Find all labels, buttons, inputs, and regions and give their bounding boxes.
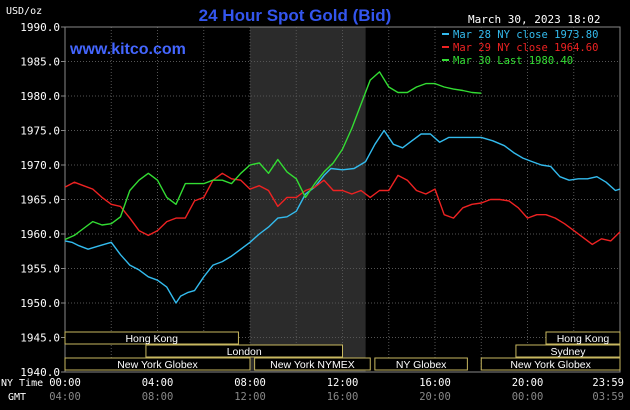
y-tick-label: 1955.0 <box>20 263 60 276</box>
market-session-bar <box>64 357 251 371</box>
legend-entry: Mar 29 NY close 1964.60 <box>453 42 598 54</box>
y-tick-label: 1990.0 <box>20 21 60 34</box>
chart-title: 24 Hour Spot Gold (Bid) <box>199 6 392 25</box>
market-session-label: Sydney <box>550 346 586 358</box>
market-session-bar <box>254 357 371 371</box>
series-line <box>64 71 482 241</box>
series-line <box>64 172 621 246</box>
ny-time-label: NY Time <box>1 378 43 389</box>
x-tick-label-ny: 00:00 <box>49 377 81 389</box>
x-tick-label-ny: 08:00 <box>234 377 266 389</box>
market-session-label: Hong Kong <box>125 333 178 345</box>
y-tick-label: 1960.0 <box>20 228 60 241</box>
y-tick-label: 1975.0 <box>20 125 60 138</box>
y-tick-label: 1965.0 <box>20 194 60 207</box>
y-tick-labels: 1990.0 1985.0 1980.0 1975.0 1970.0 1965.0 1960… <box>20 21 65 379</box>
market-session-label: NY Globex <box>396 359 447 371</box>
y-tick-label: 1985.0 <box>20 56 60 69</box>
y-tick-label: 1980.0 <box>20 90 60 103</box>
market-session-bar <box>515 344 621 358</box>
series-lines <box>64 71 621 304</box>
x-tick-label-gmt: 20:00 <box>419 391 451 403</box>
market-session-bar <box>145 344 343 358</box>
gmt-label: GMT <box>8 392 26 403</box>
x-axis: NY Time GMT 00:00 04:00 04:00 08:00 08:00 12:00… <box>1 377 624 403</box>
x-tick-label-gmt: 08:00 <box>142 391 174 403</box>
x-tick-label-ny: 16:00 <box>419 377 451 389</box>
market-session-label: New York Globex <box>510 359 591 371</box>
market-session-label: London <box>227 346 262 358</box>
units-label: USD/oz <box>6 6 42 17</box>
nymex-session-shade <box>250 27 366 372</box>
legend-entry: Mar 30 Last 1980.40 <box>453 55 573 67</box>
x-tick-label-gmt: 03:59 <box>592 391 624 403</box>
market-session-bar <box>480 357 621 371</box>
market-session-label: Hong Kong <box>557 333 610 345</box>
legend-entry: Mar 28 NY close 1973.80 <box>453 29 598 41</box>
x-tick-label-gmt: 16:00 <box>327 391 359 403</box>
x-tick-label-gmt: 12:00 <box>234 391 266 403</box>
x-tick-label-ny: 23:59 <box>592 377 624 389</box>
market-session-bar <box>545 331 621 345</box>
x-tick-label-ny: 20:00 <box>512 377 544 389</box>
market-session-label: New York NYMEX <box>270 359 355 371</box>
x-tick-label-ny: 04:00 <box>142 377 174 389</box>
y-tick-label: 1940.0 <box>20 366 60 379</box>
watermark: www.kitco.com <box>69 41 186 58</box>
y-tick-label: 1970.0 <box>20 159 60 172</box>
y-tick-label: 1945.0 <box>20 332 60 345</box>
y-tick-label: 1950.0 <box>20 297 60 310</box>
series-line <box>64 129 621 304</box>
market-session-bar <box>374 357 468 371</box>
x-tick-label-ny: 12:00 <box>327 377 359 389</box>
x-tick-label-gmt: 00:00 <box>512 391 544 403</box>
x-tick-label-gmt: 04:00 <box>49 391 81 403</box>
market-session-label: New York Globex <box>117 359 198 371</box>
market-session-bar <box>64 331 239 345</box>
chart-date: March 30, 2023 18:02 <box>468 13 600 26</box>
